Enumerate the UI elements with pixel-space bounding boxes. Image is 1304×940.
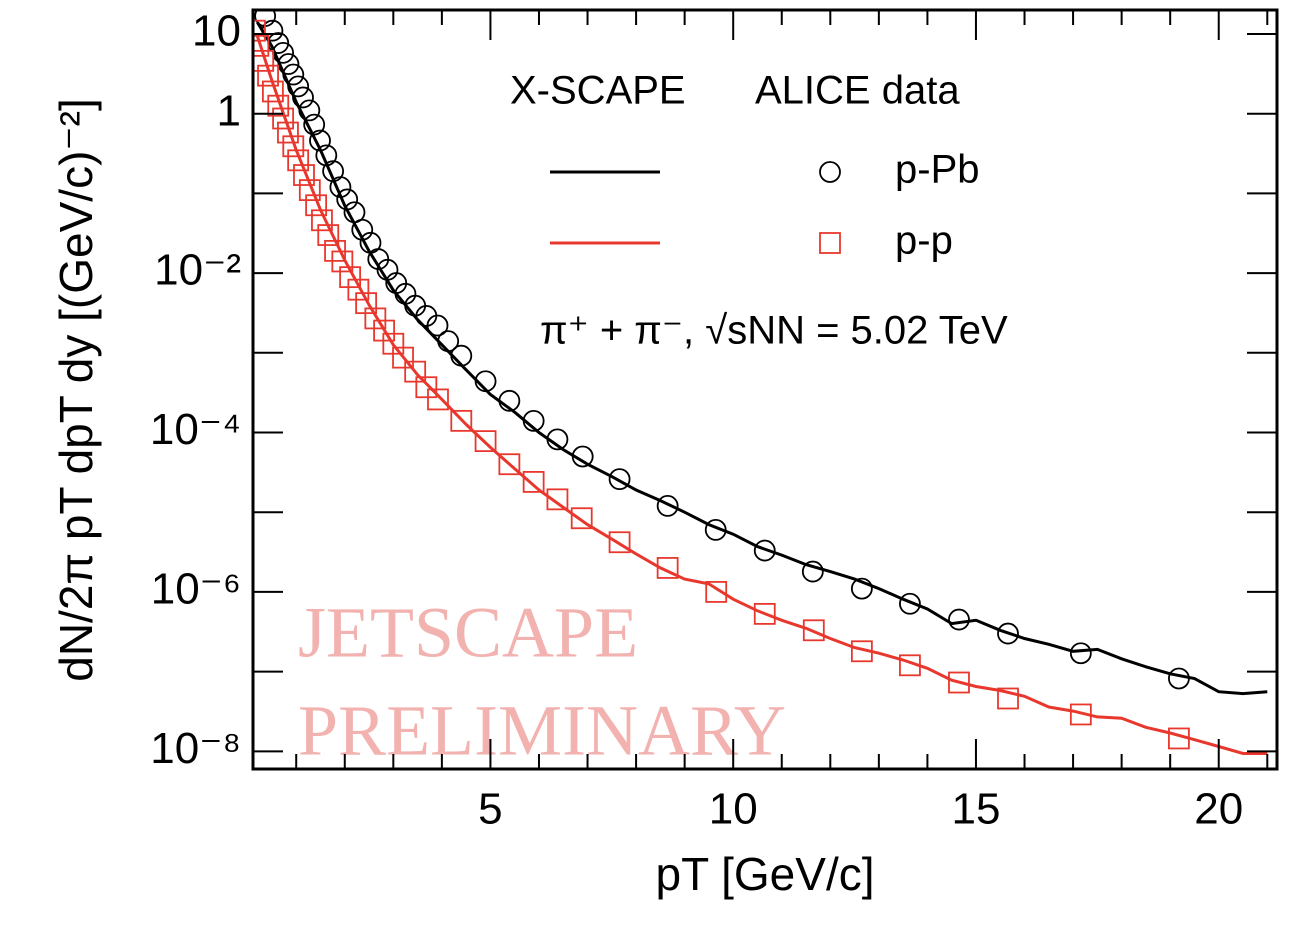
data-point (253, 19, 266, 42)
data-point (1168, 667, 1190, 690)
data-point (1168, 727, 1190, 750)
data-point (753, 602, 776, 625)
annotation: π⁺ + π⁻, √sNN = 5.02 TeV (540, 309, 1008, 353)
data-point (293, 164, 315, 186)
data-point (656, 494, 679, 517)
data-point (948, 671, 970, 694)
data-point (801, 560, 824, 583)
data-point (331, 250, 354, 273)
data-point (282, 63, 305, 86)
data-point (261, 19, 284, 42)
data-point (753, 539, 776, 562)
model-line (255, 35, 1268, 755)
x-tick-label: 20 (1194, 785, 1243, 834)
legend-label: p-p (895, 219, 953, 263)
data-point (282, 135, 305, 158)
data-point (311, 209, 333, 232)
data-point (850, 640, 873, 663)
y-tick-label: 10 (192, 7, 241, 56)
x-tick-label: 5 (478, 785, 502, 834)
data-point (315, 144, 338, 167)
data-point (257, 64, 279, 87)
data-point (392, 346, 414, 369)
y-tick-label: 10⁻⁴ (150, 405, 241, 454)
data-point (267, 94, 290, 117)
data-point (329, 176, 352, 198)
y-tick-label: 10⁻⁶ (151, 565, 241, 614)
data-point (474, 370, 497, 393)
data-point (656, 557, 679, 579)
data-point (608, 468, 631, 491)
data-point (253, 34, 270, 57)
data-point (305, 194, 328, 217)
legend-header: ALICE data (755, 69, 960, 113)
y-tick-label: 10⁻² (154, 246, 241, 295)
data-point (522, 409, 545, 432)
data-point (317, 224, 340, 246)
data-point (546, 428, 569, 451)
data-point (292, 86, 314, 109)
legend-marker (819, 161, 841, 183)
data-point (427, 388, 449, 411)
legend-label: p-Pb (895, 148, 980, 192)
y-tick-label: 1 (217, 86, 241, 135)
data-point (404, 360, 427, 383)
watermark-line: PRELIMINARY (298, 691, 786, 771)
x-tick-label: 15 (951, 785, 1000, 834)
legend-marker (819, 232, 841, 254)
data-point (1069, 642, 1092, 665)
plot-area (253, 10, 1268, 755)
data-point (287, 149, 310, 172)
data-point (899, 592, 921, 615)
data-point (298, 179, 321, 201)
data-point (498, 453, 521, 476)
data-point (705, 581, 728, 603)
x-axis-title: pT [GeV/c] (655, 848, 874, 900)
data-point (287, 75, 310, 98)
data-point (570, 507, 593, 530)
data-point (997, 687, 1019, 710)
data-point (426, 314, 449, 337)
data-point (351, 218, 374, 241)
watermark: JETSCAPE PRELIMINARY (298, 593, 786, 771)
data-point (546, 488, 569, 511)
plot-frame (251, 8, 1279, 771)
data-point (277, 121, 299, 144)
y-tick-label: 10⁻⁸ (150, 724, 241, 773)
data-point (948, 608, 970, 631)
data-point (347, 278, 370, 301)
y-axis-title: dN/2π pT dpT dy [(GeV/c)⁻²] (50, 98, 102, 682)
watermark-line: JETSCAPE (298, 593, 638, 673)
data-point (298, 99, 321, 122)
data-point (437, 330, 460, 353)
data-point (608, 531, 631, 554)
data-point (303, 113, 326, 136)
x-tick-label: 10 (709, 785, 758, 834)
data-point (997, 622, 1019, 645)
data-point (415, 376, 438, 399)
data-point (309, 129, 331, 152)
data-point (474, 430, 497, 453)
data-point (339, 266, 362, 289)
data-point (450, 344, 473, 367)
data-point (364, 307, 387, 330)
data-point (336, 188, 359, 211)
data-point (450, 409, 473, 432)
data-point (498, 389, 521, 412)
data-point (262, 80, 284, 103)
data-point (1069, 703, 1092, 726)
legend: X-SCAPE ALICE data π⁺ + π⁻, √sNN = 5.02 … (510, 69, 1008, 353)
data-point (802, 619, 825, 642)
data-point (899, 654, 921, 677)
data-point (277, 53, 300, 75)
data-point (704, 518, 727, 541)
data-point (522, 471, 545, 493)
legend-header: X-SCAPE (510, 69, 686, 113)
data-point (850, 577, 873, 600)
data-point (571, 445, 594, 468)
data-point (272, 107, 295, 130)
axes: 5 10 15 20 10 1 10⁻² 10⁻⁴ 10⁻⁶ 10⁻⁸ (150, 7, 1277, 834)
